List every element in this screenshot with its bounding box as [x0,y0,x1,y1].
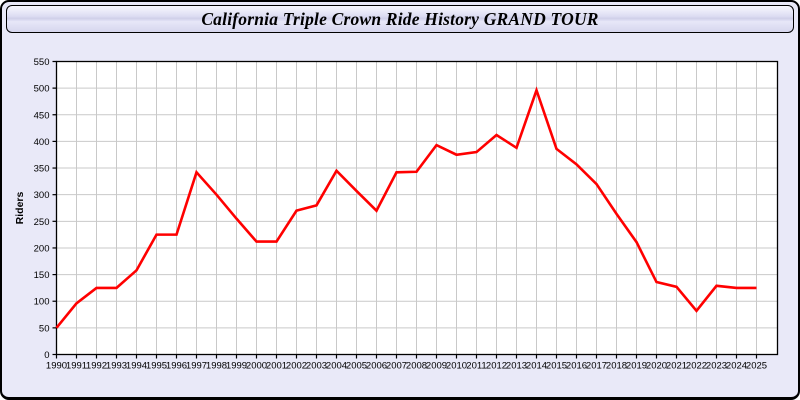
x-axis-tick-labels: 1990199119921993199419951996199719981999… [46,354,767,372]
x-tick-label: 2004 [326,361,347,372]
x-tick-label: 1990 [46,361,67,372]
x-tick-label: 2011 [466,361,486,372]
x-tick-label: 1991 [66,361,87,372]
x-tick-label: 1996 [166,361,187,372]
x-tick-label: 2017 [586,361,607,372]
x-tick-label: 2014 [526,361,547,372]
x-tick-label: 2001 [266,361,287,372]
x-tick-label: 2003 [306,361,327,372]
y-tick-label: 0 [44,350,49,361]
x-tick-label: 2002 [286,361,307,372]
y-tick-label: 350 [34,164,50,175]
y-tick-label: 300 [34,190,50,201]
y-tick-label: 50 [39,323,50,334]
x-tick-label: 2013 [506,361,527,372]
x-tick-label: 1997 [186,361,207,372]
page-title: California Triple Crown Ride History GRA… [201,8,599,29]
x-tick-label: 2025 [746,361,767,372]
y-tick-label: 250 [34,217,50,228]
x-tick-label: 2015 [546,361,567,372]
x-tick-label: 2020 [646,361,667,372]
y-axis-title: Riders [14,192,26,225]
title-bar: California Triple Crown Ride History GRA… [6,5,794,33]
y-tick-label: 400 [34,137,50,148]
y-tick-label: 100 [34,297,50,308]
x-tick-label: 1992 [86,361,107,372]
x-tick-label: 1994 [126,361,147,372]
x-tick-label: 1999 [226,361,247,372]
x-tick-label: 1995 [146,361,167,372]
x-tick-label: 2019 [626,361,647,372]
x-tick-label: 2010 [446,361,467,372]
x-tick-label: 2022 [686,361,707,372]
x-tick-label: 2007 [386,361,407,372]
x-tick-label: 2006 [366,361,387,372]
y-tick-label: 450 [34,110,50,121]
series [55,86,757,329]
x-tick-label: 2018 [606,361,627,372]
y-tick-label: 200 [34,243,50,254]
x-tick-label: 2023 [706,361,727,372]
x-tick-label: 2008 [406,361,427,372]
x-tick-label: 2021 [666,361,687,372]
x-gridlines [76,61,757,355]
series-line-riders [55,86,757,329]
y-tick-label: 550 [34,57,50,68]
y-tick-label: 500 [34,84,50,95]
y-tick-label: 150 [34,270,50,281]
x-tick-label: 1998 [206,361,227,372]
x-tick-label: 2009 [426,361,447,372]
x-tick-label: 2024 [726,361,747,372]
y-axis-tick-labels: 0 50 100 150 200 250 300 350 400 450 500 550 [34,57,57,361]
x-tick-label: 2005 [346,361,367,372]
x-tick-label: 1993 [106,361,127,372]
x-tick-label: 2016 [566,361,587,372]
x-tick-label: 2012 [486,361,507,372]
y-axis: Riders [14,192,26,225]
x-tick-label: 2000 [246,361,267,372]
